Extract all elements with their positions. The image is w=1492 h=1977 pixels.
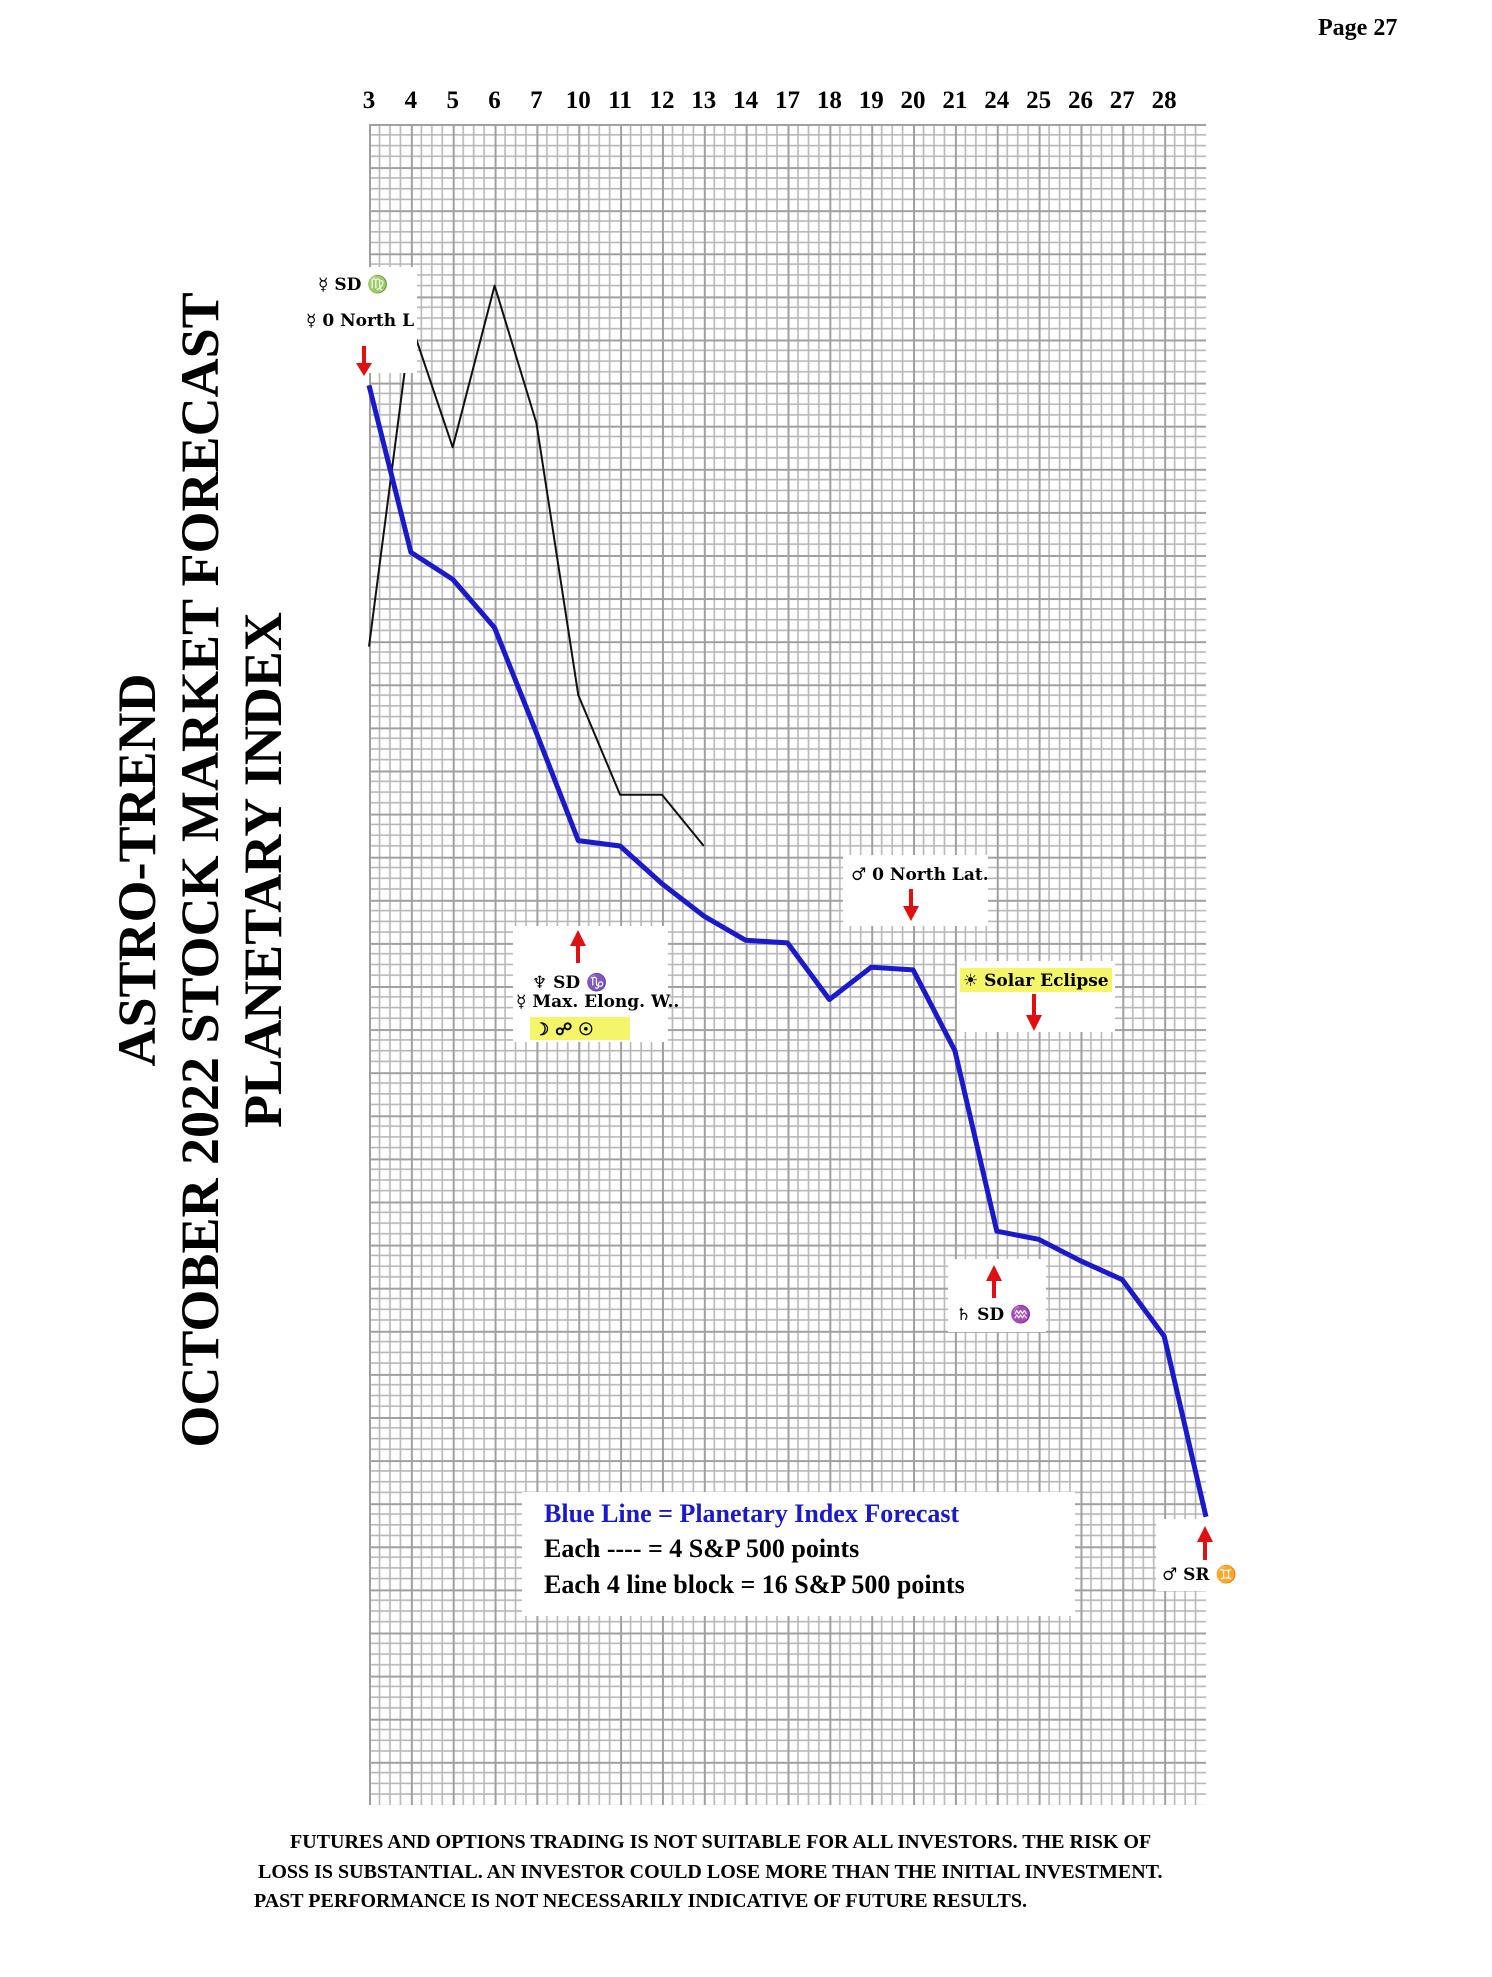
legend-entry: Blue Line = Planetary Index Forecast	[544, 1499, 959, 1528]
disclaimer-line: PAST PERFORMANCE IS NOT NECESSARILY INDI…	[254, 1890, 1027, 1912]
x-tick-label: 17	[775, 87, 800, 114]
x-tick-label: 6	[488, 87, 501, 114]
disclaimer: FUTURES AND OPTIONS TRADING IS NOT SUITA…	[254, 1831, 1163, 1912]
x-tick-label: 12	[649, 87, 674, 114]
x-tick-label: 27	[1110, 87, 1135, 114]
annotation: ☿ 0 North L	[306, 311, 414, 331]
x-tick-label: 26	[1068, 87, 1093, 114]
x-tick-label: 18	[817, 87, 842, 114]
annotation: ♆ SD ♑	[532, 972, 607, 993]
x-tick-label: 28	[1152, 87, 1177, 114]
x-tick-label: 10	[566, 87, 591, 114]
x-tick-label: 3	[363, 87, 376, 114]
x-tick-label: 19	[859, 87, 884, 114]
titles: ASTRO-TREND OCTOBER 2022 STOCK MARKET FO…	[107, 292, 293, 1447]
title: ASTRO-TREND	[107, 673, 167, 1066]
x-tick-label: 14	[733, 87, 759, 114]
title: PLANETARY INDEX	[233, 612, 293, 1128]
x-tick-label: 4	[405, 87, 418, 114]
disclaimer-line: FUTURES AND OPTIONS TRADING IS NOT SUITA…	[290, 1831, 1151, 1853]
annotation: ♄ SD ♒	[956, 1304, 1031, 1325]
x-tick-label: 7	[530, 87, 543, 114]
price-line	[368, 284, 705, 847]
x-tick-label: 5	[446, 87, 459, 114]
x-tick-label: 24	[984, 87, 1010, 114]
annotation: ♂ 0 North Lat.	[851, 865, 989, 885]
legend-note: Each 4 line block = 16 S&P 500 points	[544, 1570, 965, 1599]
annotations: ☿ SD ♍ ☿ 0 North L ♆ SD ♑ ☿ Max. Elong. …	[301, 267, 1253, 1591]
legend: Blue Line = Planetary Index Forecast Eac…	[522, 1492, 1075, 1616]
legend-note: Each ---- = 4 S&P 500 points	[544, 1534, 859, 1563]
annotation: ☀ Solar Eclipse	[963, 971, 1109, 991]
annotation: ☽ ☍ ☉	[534, 1020, 594, 1040]
x-tick-label: 20	[901, 87, 926, 114]
page-label: Page 27	[1318, 15, 1397, 41]
plot	[366, 284, 1209, 1518]
x-tick-label: 13	[691, 87, 716, 114]
x-tick-label: 11	[608, 87, 632, 114]
disclaimer-line: LOSS IS SUBSTANTIAL. AN INVESTOR COULD L…	[258, 1861, 1163, 1883]
x-tick-label: 25	[1026, 87, 1051, 114]
title: OCTOBER 2022 STOCK MARKET FORECAST	[170, 292, 230, 1447]
x-tick-label: 21	[942, 87, 967, 114]
annotation: ☿ Max. Elong. W..	[516, 992, 679, 1012]
annotation: ♂ SR ♊	[1162, 1564, 1237, 1585]
annotation: ☿ SD ♍	[318, 274, 388, 295]
forecast-line	[366, 384, 1209, 1518]
